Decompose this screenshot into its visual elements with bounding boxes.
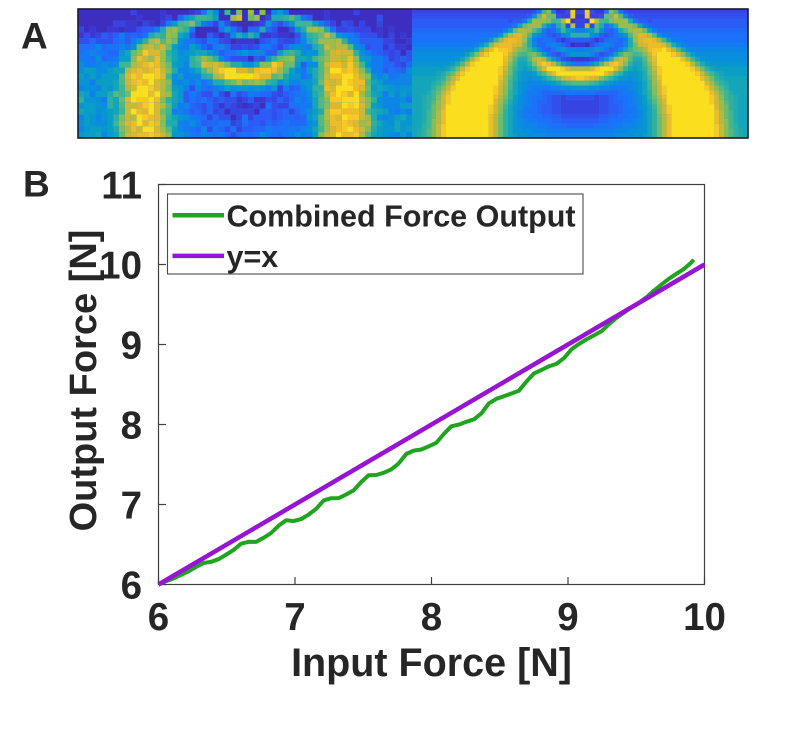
svg-text:y=x: y=x (227, 240, 279, 274)
svg-text:8: 8 (121, 405, 142, 448)
svg-text:7: 7 (284, 596, 305, 639)
svg-text:6: 6 (148, 596, 169, 639)
svg-text:A: A (21, 16, 48, 57)
svg-text:10: 10 (99, 245, 142, 288)
svg-text:9: 9 (557, 596, 578, 639)
svg-text:10: 10 (683, 596, 726, 639)
svg-text:7: 7 (121, 485, 142, 528)
svg-text:Input Force [N]: Input Force [N] (291, 641, 572, 685)
svg-text:11: 11 (101, 165, 142, 208)
svg-text:Combined Force Output: Combined Force Output (227, 200, 576, 234)
svg-text:6: 6 (121, 565, 142, 608)
svg-text:9: 9 (121, 325, 142, 368)
svg-text:B: B (23, 164, 50, 205)
svg-text:Output Force [N]: Output Force [N] (63, 230, 105, 532)
svg-text:8: 8 (421, 596, 442, 639)
